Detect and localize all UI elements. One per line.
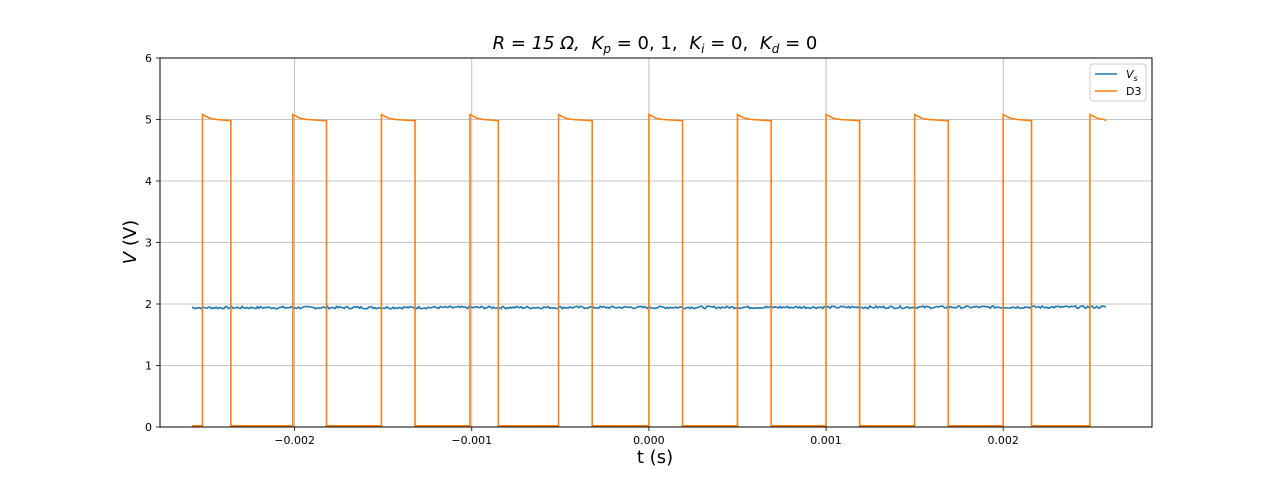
y-tick-label: 6 [145, 52, 152, 65]
y-tick-label: 4 [145, 175, 152, 188]
y-axis-label: V (V) [120, 220, 141, 264]
legend: Vs D3 [1089, 63, 1147, 102]
legend-label-d3: D3 [1126, 85, 1141, 98]
chart-title: R = 15 Ω, Kp = 0, 1, Ki = 0, Kd = 0 [493, 33, 818, 56]
series-line-d3 [191, 113, 1107, 427]
y-axis-ticks: 0 1 2 3 4 5 6 [145, 52, 160, 434]
y-tick-label: 2 [145, 298, 152, 311]
x-tick-label: 0.001 [810, 434, 842, 447]
x-axis-label: t (s) [637, 447, 673, 468]
y-tick-label: 1 [145, 360, 152, 373]
x-tick-label: 0.002 [987, 434, 1019, 447]
series-lines [191, 113, 1107, 427]
legend-label-vs: Vs [1126, 68, 1138, 83]
y-tick-label: 0 [145, 421, 152, 434]
x-axis-ticks: −0.002 −0.001 0.000 0.001 0.002 [274, 427, 1019, 447]
x-tick-label: −0.001 [451, 434, 492, 447]
y-tick-label: 3 [145, 237, 152, 250]
x-tick-label: 0.000 [633, 434, 665, 447]
x-tick-label: −0.002 [274, 434, 315, 447]
y-tick-label: 5 [145, 114, 152, 127]
